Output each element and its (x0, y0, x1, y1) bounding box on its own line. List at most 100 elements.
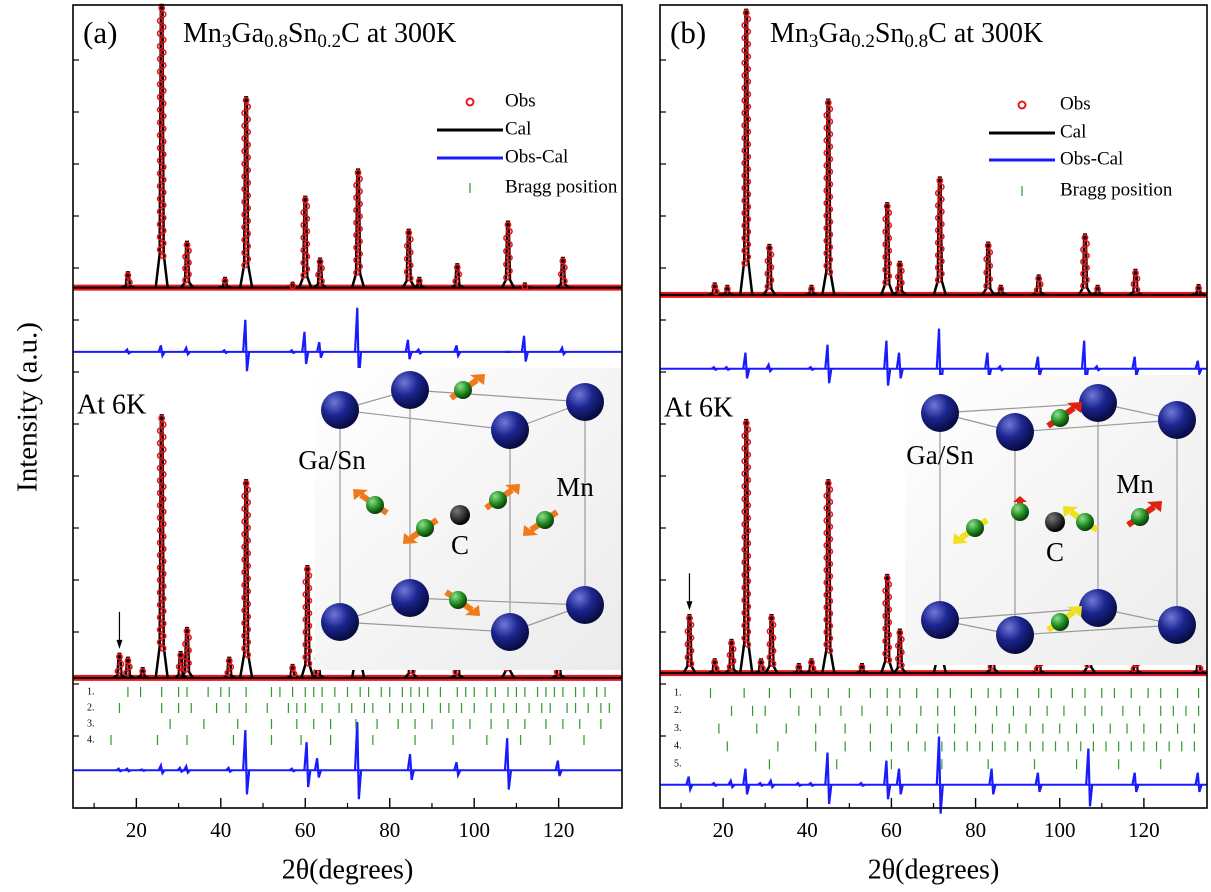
cell-edge (339, 409, 511, 431)
obs-point (114, 667, 122, 675)
obs-point (826, 510, 834, 518)
c-atom (1045, 512, 1065, 532)
diff-peak (984, 352, 993, 379)
obs-point (303, 240, 311, 248)
obs-point (983, 255, 991, 263)
obs-point (241, 122, 249, 130)
cell-edge (1014, 419, 1178, 433)
obs-point (156, 131, 164, 139)
obs-point (159, 252, 167, 260)
panel-label: (b) (670, 15, 706, 50)
atom-label: C (1046, 537, 1064, 567)
diff-peak (723, 365, 731, 372)
ga-sn-atom (491, 613, 529, 651)
obs-point (741, 109, 749, 117)
obs-point (684, 627, 692, 635)
atom-label: Mn (1116, 469, 1154, 499)
obs-point (182, 253, 189, 261)
obs-point (744, 215, 752, 223)
diff-peak (301, 331, 310, 365)
panel: At 6K Ga/Sn Mn C 1. 2. 3. 4. 5. 20 40 60 80 100 120 2θ(… (659, 4, 1208, 885)
obs-point (883, 574, 891, 582)
obs-point (741, 571, 749, 579)
mn-atom (1051, 613, 1069, 631)
diff-peak (183, 344, 191, 357)
obs-point (221, 277, 229, 285)
arrow-head (686, 601, 693, 611)
obs-point (934, 214, 942, 222)
obs-point (117, 660, 125, 668)
obs-point (356, 175, 363, 183)
obs-point (826, 634, 834, 642)
obs-point (406, 248, 414, 256)
ga-sn-atom (391, 579, 429, 617)
obs-point (241, 530, 249, 538)
obs-point (744, 590, 752, 598)
obs-point (159, 433, 167, 441)
obs-point (241, 518, 249, 525)
obs-point (823, 136, 831, 144)
obs-point (244, 587, 252, 595)
obs-point (156, 195, 164, 203)
bragg-row-label: 5. (674, 758, 682, 769)
obs-point (769, 660, 777, 668)
obs-point (159, 163, 167, 171)
obs-point (712, 288, 720, 296)
cell-edge (409, 389, 586, 403)
diff-peak (883, 760, 892, 800)
obs-point (244, 626, 252, 633)
obs-point (997, 285, 1005, 293)
mn-atom (489, 491, 507, 509)
obs-point (303, 227, 311, 235)
obs-point (156, 514, 164, 522)
obs-point (159, 49, 167, 56)
bragg-row-label: 1. (674, 687, 682, 698)
obs-point (159, 189, 167, 196)
obs-point (224, 669, 232, 677)
obs-point (1033, 665, 1041, 673)
obs-point (823, 212, 831, 220)
obs-point (741, 584, 749, 591)
obs-point (159, 227, 167, 234)
obs-point (1083, 252, 1090, 260)
obs-point (744, 514, 752, 522)
obs-point (826, 585, 834, 593)
diff-peak (124, 767, 132, 773)
obs-point (744, 438, 752, 446)
obs-point (241, 594, 249, 602)
obs-point (305, 609, 313, 617)
obs-point (823, 124, 831, 132)
obs-point (1035, 275, 1043, 283)
obs-point (156, 55, 164, 63)
obs-point (741, 21, 749, 29)
obs-point (356, 262, 363, 270)
obs-point (741, 147, 749, 154)
obs-point (757, 659, 765, 666)
obs-point (506, 267, 513, 275)
obs-point (1094, 285, 1101, 293)
obs-point (353, 181, 360, 189)
obs-point (684, 653, 692, 661)
obs-point (885, 631, 893, 639)
obs-point (744, 527, 752, 535)
obs-point (742, 419, 750, 427)
diff-peak (558, 344, 567, 357)
obs-point (305, 584, 313, 592)
obs-point (156, 42, 164, 50)
diff-peak (315, 342, 325, 359)
obs-point (225, 657, 233, 665)
x-tick-label: 40 (797, 818, 818, 842)
diff-peak (883, 340, 892, 386)
obs-point (159, 61, 167, 69)
obs-point (185, 634, 192, 641)
obs-point (315, 271, 322, 279)
obs-point (934, 276, 942, 284)
bragg-row-label: 2. (87, 702, 95, 713)
obs-point (882, 215, 890, 223)
obs-point (744, 501, 752, 509)
obs-point (241, 109, 249, 117)
obs-point (1080, 270, 1087, 278)
obs-point (504, 221, 512, 229)
obs-point (139, 667, 147, 675)
obs-point (159, 645, 167, 652)
